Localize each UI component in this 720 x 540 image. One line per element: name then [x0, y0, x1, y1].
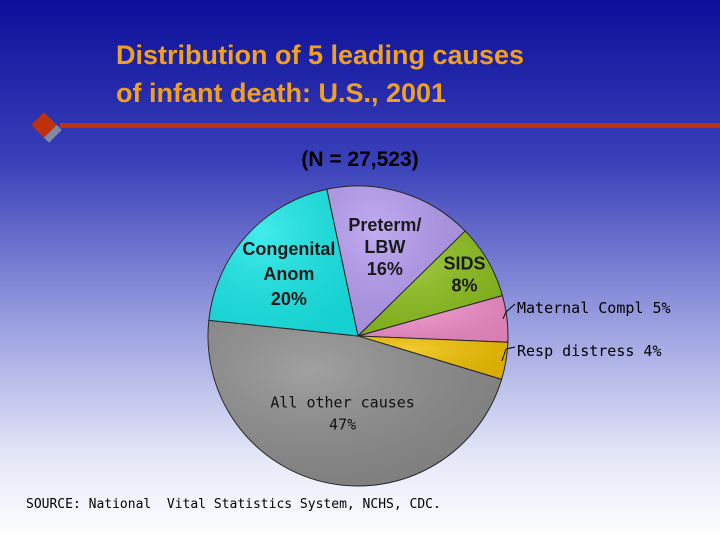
- pie-slice-shade-0: [326, 186, 466, 336]
- title-line-2: of infant death: U.S., 2001: [116, 78, 447, 108]
- slice-label-1-line-1: 8%: [451, 276, 477, 296]
- pie-slice-shade-1: [358, 231, 503, 336]
- slice-label-1-line-0: SIDS: [443, 254, 485, 274]
- pie-slice-shade-4: [207, 320, 502, 487]
- pie-slice-shade-2: [358, 295, 509, 343]
- slice-label-0-line-0: Preterm/: [348, 215, 421, 235]
- slice-label-5-line-0: Congenital: [242, 239, 335, 259]
- callout-line-3: [501, 346, 516, 362]
- slice-label-5-line-2: 20%: [271, 289, 307, 309]
- callout-label-2: Maternal Compl 5%: [517, 299, 671, 317]
- slice-label-4-line-1: 47%: [329, 416, 356, 434]
- pie-slice-shade-5: [208, 189, 358, 336]
- slice-label-0-line-1: LBW: [364, 237, 405, 257]
- slice-label-5-line-1: Anom: [263, 264, 314, 284]
- callout-line-2: [502, 303, 516, 320]
- slice-label-0-line-2: 16%: [367, 259, 403, 279]
- title-line-1: Distribution of 5 leading causes: [116, 40, 525, 70]
- callout-label-3: Resp distress 4%: [517, 342, 662, 360]
- title-rule-bar: [60, 123, 720, 128]
- chart-title: (N = 27,523): [301, 148, 419, 171]
- slice-label-4-line-0: All other causes: [270, 394, 415, 412]
- source-note: SOURCE: National Vital Statistics System…: [26, 497, 441, 512]
- slide-title: Distribution of 5 leading causes of infa…: [116, 36, 676, 112]
